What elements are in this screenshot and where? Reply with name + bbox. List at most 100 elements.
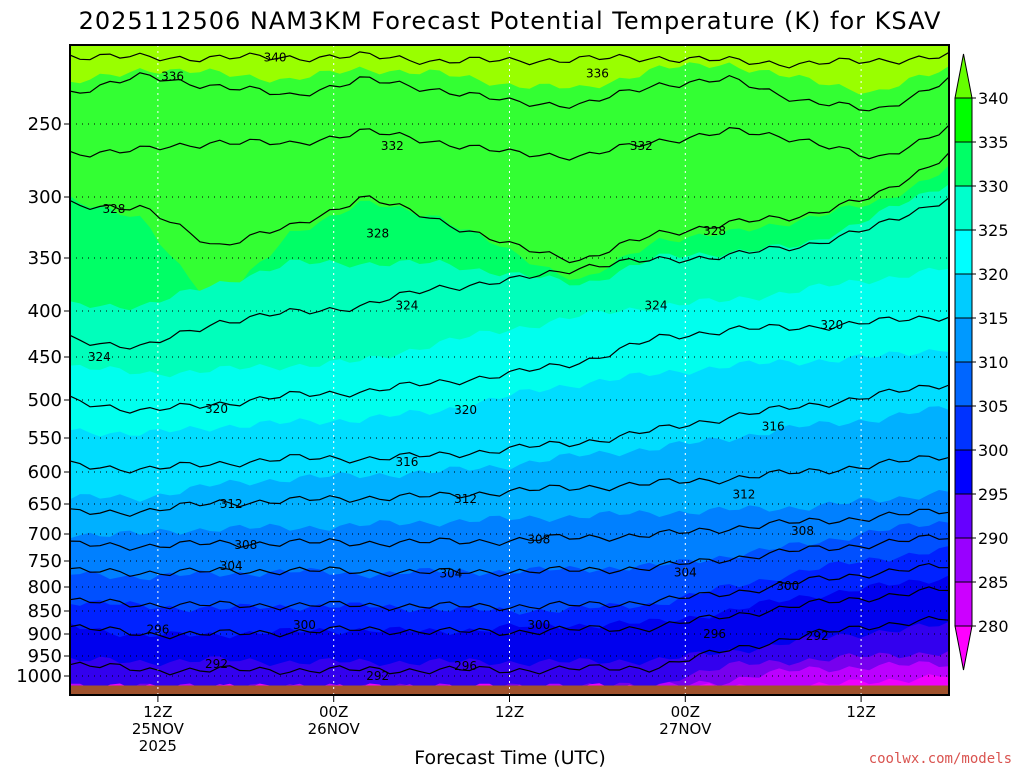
contour-label-292-31: 292 — [205, 657, 228, 671]
contour-label-292-33: 292 — [806, 629, 829, 643]
colorbar-label-295: 295 — [978, 485, 1009, 504]
colorbar-label-325: 325 — [978, 221, 1009, 240]
temperature-fill-layer — [70, 45, 949, 695]
y-tick-label-400: 400 — [28, 301, 62, 322]
contour-label-296-28: 296 — [146, 622, 169, 636]
colorbar-segment-330 — [954, 141, 973, 187]
colorbar-segment-335 — [954, 97, 973, 143]
y-tick-label-900: 900 — [28, 624, 62, 645]
colorbar-segment-310 — [954, 317, 973, 363]
contour-312 — [70, 455, 949, 517]
colorbar-label-335: 335 — [978, 133, 1009, 152]
ground-strip — [70, 685, 949, 695]
colorbar-segment-295 — [954, 449, 973, 495]
colorbar-label-300: 300 — [978, 441, 1009, 460]
y-tick-label-700: 700 — [28, 524, 62, 545]
contour-label-328-7: 328 — [703, 224, 726, 238]
contour-320 — [70, 315, 949, 414]
colorbar-label-315: 315 — [978, 309, 1009, 328]
colorbar-segment-above — [954, 53, 973, 99]
y-tick-label-650: 650 — [28, 494, 62, 515]
contour-label-320-11: 320 — [205, 402, 228, 416]
contour-label-304-23: 304 — [439, 566, 462, 580]
contour-label-300-26: 300 — [527, 618, 550, 632]
contour-label-316-14: 316 — [395, 455, 418, 469]
colorbar-label-310: 310 — [978, 353, 1009, 372]
colorbar-segment-305 — [954, 361, 973, 407]
colorbar-label-280: 280 — [978, 617, 1009, 636]
contour-label-296-29: 296 — [454, 659, 477, 673]
colorbar-segment-290 — [954, 493, 973, 539]
colorbar-segment-325 — [954, 185, 973, 231]
contour-label-296-30: 296 — [703, 627, 726, 641]
contour-label-312-18: 312 — [732, 487, 755, 501]
x-tick-label-48-1: 00Z — [671, 703, 700, 721]
contour-label-308-21: 308 — [791, 524, 814, 538]
contour-label-312-17: 312 — [454, 492, 477, 506]
contour-340 — [70, 51, 949, 69]
colorbar-segment-315 — [954, 273, 973, 319]
contour-332 — [70, 124, 949, 161]
contour-label-304-22: 304 — [220, 559, 243, 573]
colorbar-label-285: 285 — [978, 573, 1009, 592]
contour-label-308-19: 308 — [234, 538, 257, 552]
contour-label-312-16: 312 — [220, 497, 243, 511]
contour-328 — [70, 152, 949, 264]
contour-292 — [70, 615, 949, 676]
credit-text: coolwx.com/models — [869, 751, 1012, 767]
isentrope-contours — [70, 51, 949, 676]
contour-label-340-0: 340 — [264, 51, 287, 65]
contour-label-300-25: 300 — [293, 618, 316, 632]
x-tick-label-12-1: 12Z — [143, 703, 172, 721]
y-axis: 2503003504004505005506006507007508008509… — [16, 114, 70, 687]
contour-label-308-20: 308 — [527, 532, 550, 546]
x-tick-label-24-1: 00Z — [319, 703, 348, 721]
chart-title: 2025112506 NAM3KM Forecast Potential Tem… — [79, 7, 942, 35]
contour-label-332-4: 332 — [630, 139, 653, 153]
y-tick-label-600: 600 — [28, 462, 62, 483]
y-tick-label-300: 300 — [28, 187, 62, 208]
contour-300 — [70, 562, 949, 612]
contour-316 — [70, 384, 949, 474]
colorbar-label-290: 290 — [978, 529, 1009, 548]
colorbar-segment-300 — [954, 405, 973, 451]
y-tick-label-800: 800 — [28, 577, 62, 598]
x-tick-label-12-2: 25NOV — [132, 720, 185, 738]
x-tick-label-36-1: 12Z — [495, 703, 524, 721]
contour-296 — [70, 586, 949, 640]
y-tick-label-500: 500 — [28, 390, 62, 411]
colorbar: 280 285 290 295 300 305 310 315 320 325 330 335 340 — [954, 53, 1009, 671]
contour-label-300-27: 300 — [776, 579, 799, 593]
x-tick-label-48-2: 27NOV — [659, 720, 712, 738]
contour-label-336-2: 336 — [586, 66, 609, 80]
contour-label-324-10: 324 — [645, 299, 668, 313]
y-tick-label-850: 850 — [28, 601, 62, 622]
y-tick-label-750: 750 — [28, 551, 62, 572]
colorbar-label-320: 320 — [978, 265, 1009, 284]
colorbar-label-305: 305 — [978, 397, 1009, 416]
contour-label-292-32: 292 — [366, 669, 389, 683]
y-tick-label-350: 350 — [28, 248, 62, 269]
ground-layer — [70, 685, 949, 695]
y-tick-label-950: 950 — [28, 646, 62, 667]
x-tick-label-60-1: 12Z — [846, 703, 875, 721]
colorbar-segment-280 — [954, 581, 973, 627]
x-axis-label: Forecast Time (UTC) — [414, 747, 605, 768]
contour-label-316-15: 316 — [762, 420, 785, 434]
contour-label-328-5: 328 — [102, 202, 125, 216]
contour-label-328-6: 328 — [366, 227, 389, 241]
x-tick-label-12-3: 2025 — [139, 737, 177, 755]
contour-324 — [70, 197, 949, 350]
colorbar-segment-320 — [954, 229, 973, 275]
x-tick-label-24-2: 26NOV — [308, 720, 361, 738]
colorbar-segment-285 — [954, 537, 973, 583]
contour-labels: 340 336 336 332 332 328 328 328 324 324 324 320 320 3… — [88, 51, 843, 683]
y-tick-label-550: 550 — [28, 428, 62, 449]
contour-304 — [70, 534, 949, 578]
y-tick-label-450: 450 — [28, 347, 62, 368]
contour-label-324-9: 324 — [395, 299, 418, 313]
colorbar-label-330: 330 — [978, 177, 1009, 196]
contour-308 — [70, 508, 949, 551]
